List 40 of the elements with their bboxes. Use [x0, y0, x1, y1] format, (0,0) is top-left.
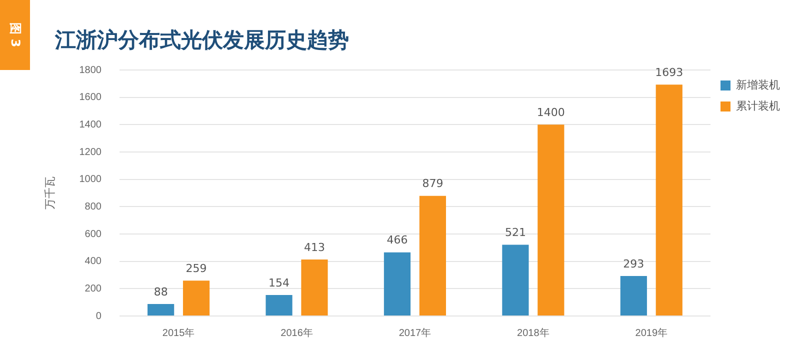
y-tick-label: 0 — [96, 310, 102, 322]
legend-label: 新增装机 — [736, 78, 780, 92]
y-tick-label: 1400 — [79, 119, 102, 130]
x-tick-label: 2016年 — [280, 326, 313, 339]
data-label: 521 — [504, 226, 526, 240]
y-tick-label: 600 — [84, 228, 102, 240]
y-tick-label: 1200 — [79, 146, 102, 158]
y-tick-label: 400 — [84, 256, 102, 268]
data-label: 466 — [386, 234, 408, 247]
bar — [266, 294, 292, 316]
y-tick-label: 800 — [84, 201, 102, 212]
bar — [656, 84, 682, 316]
y-axis-title: 万千瓦 — [44, 176, 57, 210]
data-label: 259 — [186, 262, 207, 275]
y-tick-label: 1600 — [79, 92, 102, 104]
bar — [502, 244, 529, 316]
bar — [384, 252, 411, 316]
x-tick-label: 2015年 — [162, 326, 195, 339]
data-label: 154 — [268, 276, 290, 290]
data-label: 413 — [304, 240, 325, 254]
data-label: 1693 — [655, 66, 684, 79]
x-tick-label: 2018年 — [517, 326, 550, 339]
y-tick-label: 200 — [84, 283, 102, 294]
chart-title: 江浙沪分布式光伏发展历史趋势 — [55, 27, 349, 54]
data-label: 88 — [154, 285, 168, 298]
y-tick-label: 1800 — [79, 64, 102, 76]
x-tick-label: 2019年 — [635, 326, 668, 339]
bar — [419, 196, 446, 316]
data-label: 879 — [422, 177, 444, 190]
caption: 图 3 — [8, 22, 24, 48]
bar — [620, 276, 647, 316]
bar — [538, 124, 564, 316]
x-tick-label: 2017年 — [398, 326, 432, 339]
data-label: 293 — [623, 257, 644, 270]
data-label: 1400 — [536, 106, 565, 120]
bar — [148, 304, 174, 316]
y-tick-label: 1000 — [79, 174, 102, 186]
bar — [301, 260, 328, 316]
bar — [182, 280, 210, 316]
legend-label: 累计装机 — [736, 99, 780, 112]
